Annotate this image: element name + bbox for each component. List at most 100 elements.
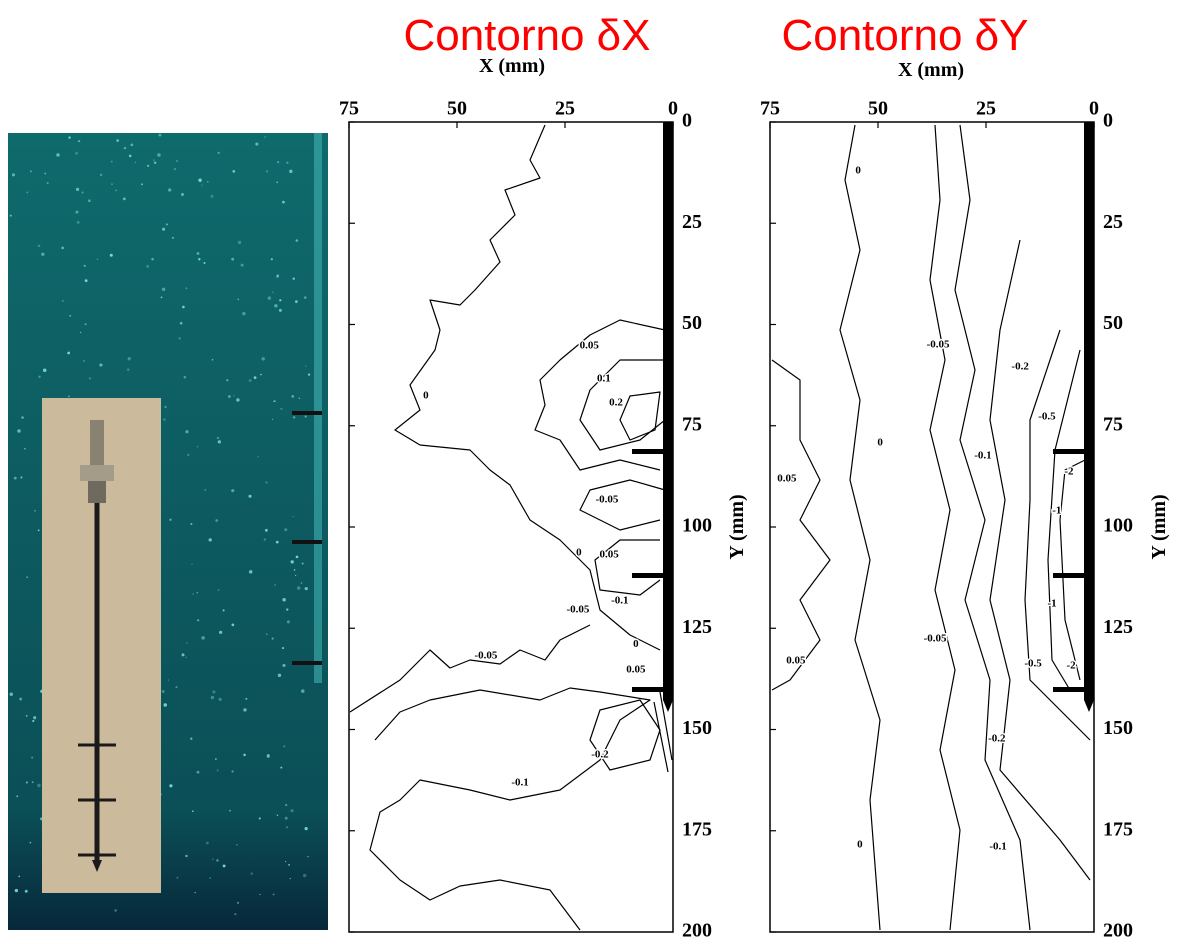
contour-line (394, 124, 661, 651)
speckle (212, 690, 216, 694)
contour-line (579, 479, 666, 531)
speckle (264, 136, 266, 138)
probe (663, 122, 673, 712)
speckle (128, 154, 132, 158)
speckle (285, 803, 288, 807)
speckle (229, 809, 231, 812)
speckle (185, 656, 187, 659)
speckle (280, 766, 283, 769)
x-tick-label: 25 (555, 98, 575, 120)
speckle (243, 753, 246, 757)
nut (80, 465, 114, 481)
speckle (192, 593, 194, 595)
speckle (259, 893, 261, 896)
speckle (123, 147, 126, 150)
contour-label: -0.05 (595, 493, 618, 505)
y-tick-label: 200 (682, 920, 712, 942)
speckle (231, 770, 234, 773)
speckle (41, 252, 45, 256)
speckle (300, 582, 303, 584)
contour-label: -0.2 (1011, 361, 1029, 373)
speckle (29, 841, 32, 844)
speckle (84, 279, 88, 283)
speckle (231, 623, 235, 627)
speckle (255, 142, 259, 146)
contour-label: 0.1 (597, 373, 611, 385)
speckle (75, 151, 79, 155)
speckle (288, 863, 291, 866)
speckle (165, 223, 168, 226)
contour-line (1024, 329, 1091, 741)
y-tick-label: 50 (1103, 312, 1123, 334)
contour-label: -2 (1067, 659, 1077, 671)
speckle (222, 864, 226, 868)
speckle (168, 188, 172, 192)
contour-label: 0.05 (777, 472, 797, 484)
speckle (279, 299, 282, 302)
speckle (293, 569, 296, 571)
x-axis-label: X (mm) (898, 59, 964, 81)
x-tick-label: 75 (339, 98, 359, 120)
speckle (42, 368, 47, 373)
speckle (169, 784, 173, 788)
speckle (301, 689, 305, 693)
photo (8, 133, 328, 930)
speckle (217, 440, 221, 444)
speckle (17, 429, 21, 433)
thread (90, 420, 104, 465)
speckle (37, 244, 41, 248)
contour-line (594, 539, 661, 596)
speckle (75, 210, 79, 214)
speckle (163, 703, 167, 707)
speckle (33, 716, 37, 720)
contour-label: -0.1 (974, 450, 991, 462)
speckle (69, 314, 72, 317)
y-tick-label: 75 (1103, 413, 1123, 435)
speckle (222, 609, 225, 612)
speckle (16, 795, 19, 798)
speckle (266, 633, 268, 635)
speckle (25, 781, 28, 784)
speckle (272, 893, 275, 896)
speckle (264, 528, 268, 532)
speckle (302, 873, 307, 878)
contour-label: 0.05 (786, 655, 806, 667)
speckle (285, 826, 288, 829)
speckle (44, 172, 47, 175)
speckle (175, 686, 178, 689)
speckle (209, 877, 211, 879)
speckle (80, 331, 82, 334)
speckle (234, 913, 237, 916)
y-tick-label: 50 (682, 312, 702, 334)
contour-label: 0 (423, 390, 429, 402)
speckle (296, 586, 301, 590)
speckle (210, 695, 215, 700)
contour-label: 0 (633, 638, 639, 650)
contour-line (771, 359, 831, 691)
speckle (250, 872, 253, 875)
speckle (46, 182, 49, 185)
speckle (283, 745, 286, 748)
speckle (304, 827, 308, 831)
speckle (198, 257, 201, 261)
contour-line (653, 691, 673, 773)
contour-label: -0.1 (511, 776, 528, 788)
speckle (286, 620, 290, 624)
speckle (141, 183, 143, 186)
speckle (276, 814, 279, 816)
speckle (31, 781, 34, 784)
contour-label: -2 (1064, 465, 1074, 477)
speckle (218, 697, 222, 701)
speckle (292, 277, 295, 280)
speckle (34, 509, 36, 512)
contour-label: 0 (877, 437, 883, 449)
speckle (186, 642, 188, 644)
contour-label: -0.1 (989, 840, 1006, 852)
contour-line (989, 239, 1091, 881)
speckle (243, 708, 247, 712)
speckle (198, 178, 202, 182)
contour-line (929, 124, 961, 931)
speckle (210, 194, 214, 198)
speckle (61, 246, 64, 250)
speckle (215, 519, 219, 522)
